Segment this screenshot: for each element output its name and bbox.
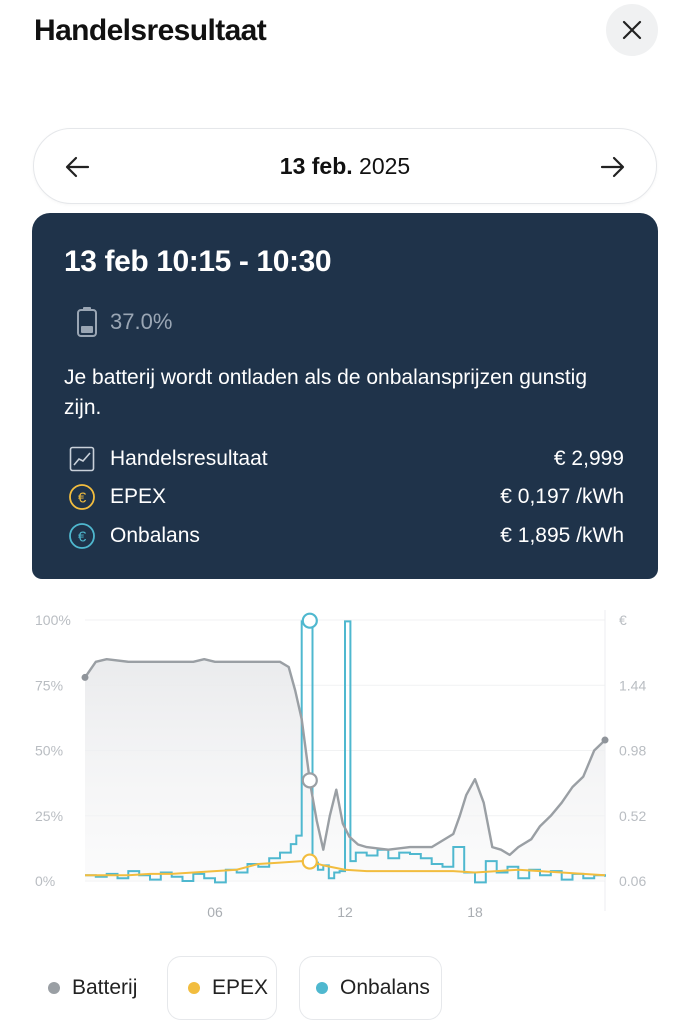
y-axis-tick-left: 50% (35, 743, 63, 759)
previous-day-button[interactable] (64, 153, 92, 181)
x-axis-tick: 12 (337, 904, 353, 920)
page-title: Handelsresultaat (34, 14, 267, 47)
metric-value: € 1,895 /kWh (500, 524, 624, 547)
battery-line (84, 658, 606, 857)
y-axis-tick-right: € (619, 612, 627, 628)
metric-label: Onbalans (110, 524, 200, 547)
legend-dot (188, 982, 200, 994)
metric-onbalans: € Onbalans € 1,895 /kWh (68, 521, 624, 551)
date-day: 13 feb. (279, 153, 353, 179)
chart-icon (68, 445, 96, 473)
chart-legend: Batterij EPEX Onbalans (0, 956, 690, 1022)
battery-level: 37.0% (76, 305, 172, 339)
y-axis-tick-right: 1.44 (619, 677, 646, 693)
legend-epex[interactable]: EPEX (167, 956, 277, 1020)
interval-description: Je batterij wordt ontladen als de onbala… (64, 366, 588, 419)
svg-text:€: € (78, 529, 87, 546)
y-axis-tick-left: 75% (35, 677, 63, 693)
svg-text:€: € (78, 490, 87, 507)
interval-title: 13 feb 10:15 - 10:30 (64, 245, 332, 278)
metric-epex: € EPEX € 0,197 /kWh (68, 482, 624, 512)
y-axis-tick-right: 0.06 (619, 873, 646, 889)
epex-line (85, 860, 606, 877)
onbalans-selected-marker (301, 612, 318, 629)
metric-value: € 0,197 /kWh (500, 485, 624, 508)
battery-end-point (601, 736, 609, 744)
interval-detail-card: 13 feb 10:15 - 10:30 37.0% Je batterij w… (32, 213, 658, 579)
battery-selected-marker (301, 772, 318, 789)
euro-icon: € (68, 522, 96, 550)
battery-area (85, 659, 605, 881)
y-axis-tick-right: 0.52 (619, 808, 646, 824)
trading-chart[interactable]: 100% 75% 50% 25% 0% €1.44 0.98 0.52 0.06 06 12 18 (0, 585, 690, 925)
euro-icon: € (68, 483, 96, 511)
y-axis-tick-right: 0.98 (619, 743, 646, 759)
x-axis-tick: 18 (467, 904, 483, 920)
metric-handelsresultaat: Handelsresultaat € 2,999 (68, 444, 624, 474)
arrow-right-icon (600, 156, 625, 178)
legend-dot (316, 982, 328, 994)
date-label: 13 feb. 2025 (34, 153, 656, 180)
legend-dot (48, 982, 60, 994)
battery-percentage: 37.0% (110, 309, 173, 334)
next-day-button[interactable] (598, 153, 626, 181)
arrow-left-icon (65, 156, 90, 178)
epex-selected-marker (301, 853, 318, 870)
legend-label: Onbalans (340, 976, 430, 999)
legend-label: EPEX (212, 976, 269, 999)
onbalans-line (85, 619, 606, 884)
legend-label: Batterij (72, 976, 138, 999)
y-axis-tick-left: 100% (35, 612, 71, 628)
legend-onbalans[interactable]: Onbalans (299, 956, 442, 1020)
x-axis-tick: 06 (207, 904, 223, 920)
close-button[interactable] (606, 4, 658, 56)
y-axis-tick-left: 0% (35, 873, 55, 889)
battery-start-point (81, 673, 89, 681)
close-icon (622, 20, 642, 40)
legend-batterij[interactable]: Batterij (48, 956, 137, 1020)
battery-icon (77, 307, 97, 337)
metric-value: € 2,999 (553, 447, 624, 470)
metric-label: EPEX (110, 485, 167, 508)
header: Handelsresultaat (34, 4, 658, 56)
date-selector: 13 feb. 2025 (33, 128, 657, 204)
y-axis-tick-left: 25% (35, 808, 63, 824)
date-year: 2025 (359, 153, 411, 179)
metric-label: Handelsresultaat (110, 447, 268, 470)
